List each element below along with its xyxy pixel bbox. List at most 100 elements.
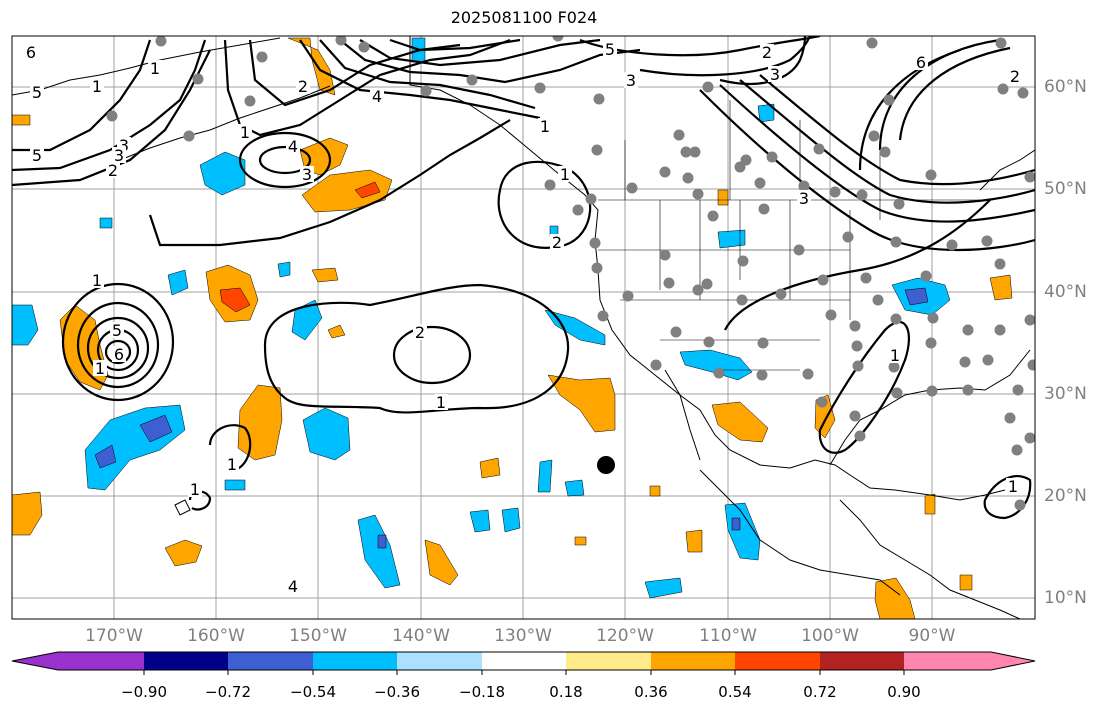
royal-blue-patch — [94, 444, 117, 469]
colorbar — [11, 651, 1036, 675]
orange-patch — [479, 457, 501, 479]
orange-patch — [989, 274, 1013, 301]
blue-patch — [224, 479, 246, 491]
contour-label: 1 — [890, 346, 900, 365]
lat-label: 40°N — [1044, 282, 1087, 302]
royal-blue-patch — [904, 287, 929, 306]
colorbar-outline — [11, 651, 1036, 671]
orange-patch — [237, 384, 283, 461]
blue-patch — [167, 269, 189, 296]
contour-label: 6 — [26, 43, 36, 62]
colorbar-min-extend — [12, 652, 58, 670]
orange-patch — [12, 491, 43, 536]
colorbar-segment — [397, 652, 482, 670]
contour-label: 1 — [560, 165, 570, 184]
orange-patch — [287, 37, 336, 96]
colorbar-segment — [651, 652, 735, 670]
station-dots — [106, 36, 1035, 511]
orange-red-patch — [354, 181, 381, 199]
colorbar-tick-label: −0.72 — [205, 683, 251, 701]
blue-patch — [99, 217, 113, 229]
blue-patch — [199, 151, 246, 196]
map-title: 2025081100 F024 — [450, 8, 598, 27]
lon-label: 110°W — [699, 626, 757, 646]
contour-label: 3 — [119, 136, 129, 155]
contour-label: 4 — [288, 577, 298, 596]
coastlines — [12, 36, 1035, 619]
blue-patch — [724, 502, 761, 561]
contour-label: 4 — [372, 87, 382, 106]
colorbar-tick-label: −0.36 — [374, 683, 420, 701]
colorbar-segment — [820, 652, 904, 670]
blue-patch — [469, 509, 491, 533]
orange-patch — [685, 529, 703, 553]
contour-label: 1 — [1008, 477, 1018, 496]
contour-value-labels: 5 5 5 3 3 2 2 1 1 4 3 4 1 2 2 1 1 1 1 1 … — [24, 40, 1022, 596]
lon-label: 100°W — [801, 626, 859, 646]
colorbar-segment — [228, 652, 313, 670]
contour-label: 1 — [190, 480, 200, 499]
orange-patch — [574, 536, 587, 546]
royal-blue-patch — [139, 414, 173, 443]
contour-label: 3 — [302, 165, 312, 184]
orange-patch — [301, 169, 393, 213]
colorbar-segment — [313, 652, 397, 670]
orange-patch — [164, 539, 203, 567]
colorbar-tick-label: 0.36 — [634, 683, 668, 701]
colorbar-segment — [735, 652, 820, 670]
blue-patch — [717, 229, 746, 249]
colorbar-max-extend — [991, 652, 1035, 670]
contour-label: 4 — [288, 137, 298, 156]
lon-label: 130°W — [494, 626, 552, 646]
contour-label: 3 — [626, 71, 636, 90]
blue-patch — [501, 507, 521, 533]
contour-label: 5 — [32, 83, 42, 102]
contour-label: 2 — [762, 43, 772, 62]
blue-patch — [12, 304, 39, 346]
blue-patch — [564, 479, 585, 497]
lon-label: 140°W — [392, 626, 450, 646]
blue-patch — [537, 459, 553, 493]
lon-label: 150°W — [289, 626, 347, 646]
orange-patch — [649, 485, 661, 497]
royal-blue-patch — [377, 534, 387, 549]
state-borders — [598, 100, 985, 371]
contour-label: 3 — [799, 189, 809, 208]
colorbar-tick-label: −0.90 — [121, 683, 167, 701]
blue-patch — [302, 407, 351, 461]
colorbar-tick-label: −0.18 — [459, 683, 505, 701]
orange-patch — [12, 114, 31, 126]
contour-label: 2 — [298, 77, 308, 96]
orange-patch — [959, 574, 973, 591]
orange-patch — [424, 539, 459, 586]
royal-blue-patch — [731, 517, 741, 531]
contour-label: 1 — [95, 359, 105, 378]
blue-patch — [679, 349, 753, 381]
blue-patch — [277, 261, 291, 278]
blue-patch — [644, 577, 683, 599]
contour-lines — [12, 36, 1035, 520]
colorbar-segment — [566, 652, 651, 670]
blue-patch — [291, 299, 323, 341]
lon-label: 120°W — [596, 626, 654, 646]
colorbar-segment — [58, 652, 144, 670]
contour-label: 5 — [112, 321, 122, 340]
colorbar-tick-label: −0.54 — [290, 683, 336, 701]
lat-label: 50°N — [1044, 179, 1087, 199]
negative-anomaly-shading — [12, 37, 951, 599]
colorbar-tick-label: 0.72 — [803, 683, 837, 701]
contour-label: 5 — [605, 40, 615, 59]
contour-label: 2 — [108, 161, 118, 180]
orange-patch — [711, 401, 769, 443]
contour-label: 3 — [114, 146, 124, 165]
colorbar-segment — [904, 652, 991, 670]
contour-label: 6 — [114, 345, 124, 364]
contour-label: 1 — [92, 271, 102, 290]
contour-label: 1 — [227, 455, 237, 474]
orange-patch — [717, 189, 729, 206]
orange-red-patch — [219, 287, 251, 313]
orange-patch — [311, 267, 339, 283]
colorbar-segment — [144, 652, 228, 670]
colorbar-tick-label: 0.90 — [887, 683, 921, 701]
